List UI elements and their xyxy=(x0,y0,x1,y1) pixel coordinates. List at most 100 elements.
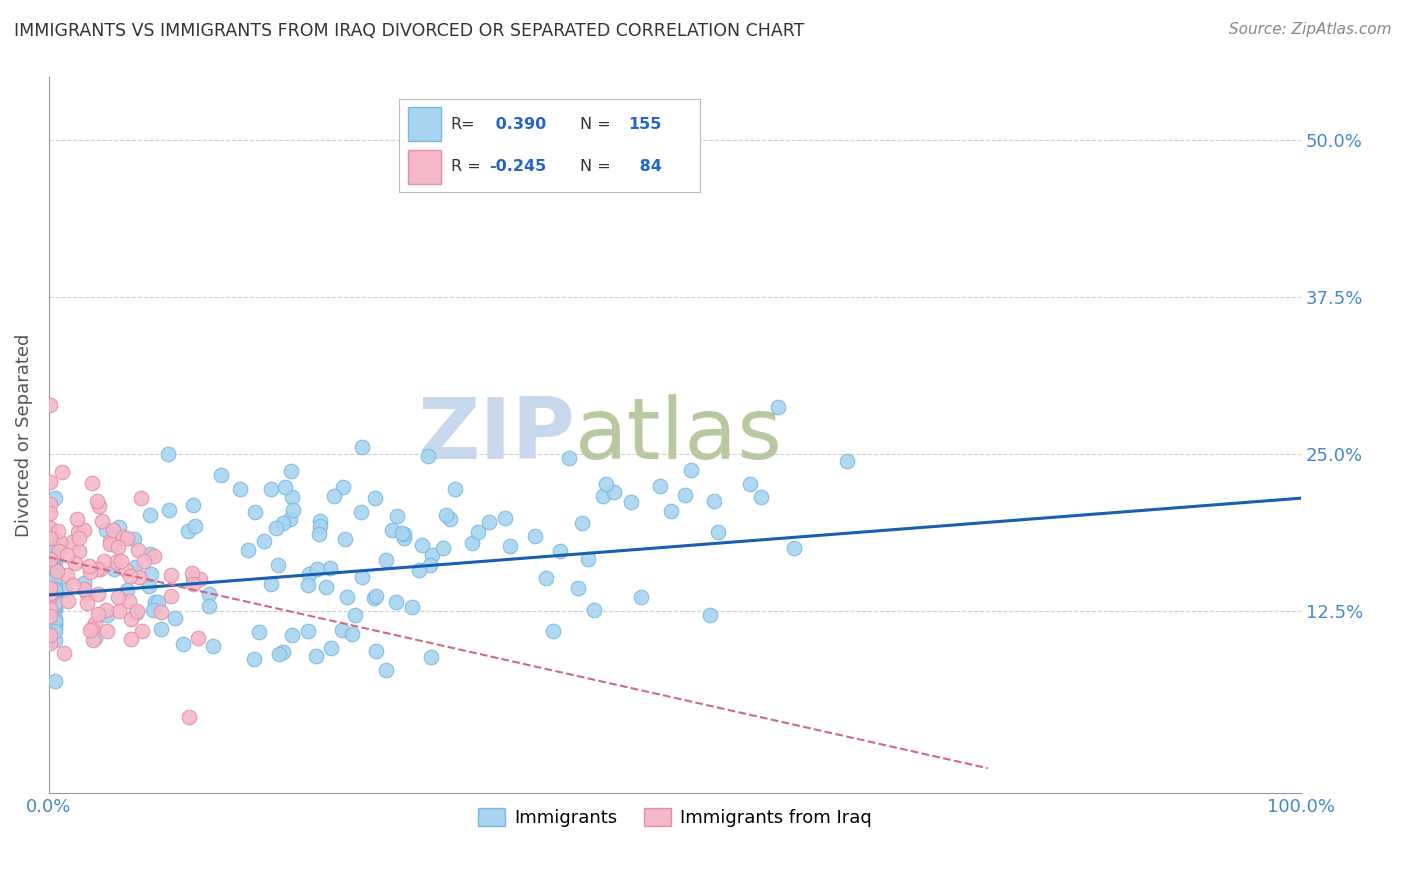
Point xyxy=(122,532,145,546)
Point xyxy=(177,524,200,538)
Point xyxy=(181,577,204,591)
Point xyxy=(77,558,100,573)
Point xyxy=(333,532,356,546)
Point xyxy=(107,541,129,555)
Point xyxy=(142,603,165,617)
Point xyxy=(281,490,304,504)
Point xyxy=(444,482,467,496)
Point xyxy=(198,599,221,613)
Point xyxy=(523,529,546,543)
Point xyxy=(281,628,304,642)
Point xyxy=(48,544,70,558)
Point xyxy=(340,627,363,641)
Point xyxy=(131,624,153,639)
Point xyxy=(363,491,385,506)
Point xyxy=(44,584,66,599)
Point xyxy=(630,590,652,604)
Point xyxy=(319,641,342,656)
Point xyxy=(375,663,398,677)
Point xyxy=(44,561,66,575)
Point xyxy=(673,488,696,502)
Point xyxy=(297,624,319,638)
Text: atlas: atlas xyxy=(575,394,783,477)
Point xyxy=(363,591,385,606)
Point xyxy=(110,554,132,568)
Point xyxy=(120,569,142,583)
Point xyxy=(156,447,179,461)
Point xyxy=(141,566,163,581)
Point xyxy=(541,624,564,638)
Point xyxy=(181,570,204,584)
Point xyxy=(160,567,183,582)
Point xyxy=(571,516,593,530)
Point xyxy=(247,625,270,640)
Point xyxy=(602,484,624,499)
Point xyxy=(39,636,62,650)
Point xyxy=(699,607,721,622)
Point xyxy=(73,523,96,537)
Point xyxy=(432,541,454,556)
Point xyxy=(703,494,725,508)
Point xyxy=(66,524,89,539)
Point xyxy=(66,512,89,526)
Point xyxy=(44,571,66,585)
Point xyxy=(150,622,173,636)
Point xyxy=(364,644,387,658)
Point xyxy=(96,523,118,537)
Point xyxy=(111,530,134,544)
Point xyxy=(308,527,330,541)
Point xyxy=(44,549,66,563)
Point xyxy=(181,498,204,512)
Point xyxy=(107,590,129,604)
Point xyxy=(499,539,522,553)
Point xyxy=(55,548,77,562)
Point xyxy=(44,596,66,610)
Point xyxy=(60,535,83,549)
Point xyxy=(592,489,614,503)
Point xyxy=(319,560,342,574)
Point xyxy=(253,533,276,548)
Point xyxy=(63,556,86,570)
Point xyxy=(243,652,266,666)
Point xyxy=(86,562,108,576)
Point xyxy=(44,621,66,635)
Point xyxy=(44,586,66,600)
Point xyxy=(707,524,730,539)
Point xyxy=(39,527,62,541)
Point xyxy=(39,531,62,545)
Point xyxy=(84,632,107,646)
Point xyxy=(44,612,66,626)
Point xyxy=(124,560,146,574)
Point xyxy=(418,449,440,463)
Point xyxy=(96,607,118,622)
Point xyxy=(181,566,204,580)
Point xyxy=(82,622,104,636)
Point xyxy=(80,476,103,491)
Point xyxy=(392,531,415,545)
Point xyxy=(52,646,75,660)
Point xyxy=(94,602,117,616)
Point xyxy=(330,624,353,638)
Point xyxy=(44,599,66,614)
Point xyxy=(76,596,98,610)
Point xyxy=(305,648,328,663)
Point xyxy=(420,549,443,563)
Point xyxy=(308,514,330,528)
Point xyxy=(461,535,484,549)
Point xyxy=(336,591,359,605)
Point xyxy=(120,612,142,626)
Point xyxy=(125,604,148,618)
Point xyxy=(835,454,858,468)
Point xyxy=(114,563,136,577)
Point xyxy=(44,582,66,597)
Point xyxy=(387,509,409,524)
Point xyxy=(89,562,111,576)
Y-axis label: Divorced or Separated: Divorced or Separated xyxy=(15,334,32,537)
Point xyxy=(783,541,806,555)
Point xyxy=(56,594,79,608)
Point xyxy=(73,582,96,596)
Point xyxy=(39,398,62,412)
Point xyxy=(749,490,772,504)
Point xyxy=(129,491,152,505)
Legend: Immigrants, Immigrants from Iraq: Immigrants, Immigrants from Iraq xyxy=(471,801,879,834)
